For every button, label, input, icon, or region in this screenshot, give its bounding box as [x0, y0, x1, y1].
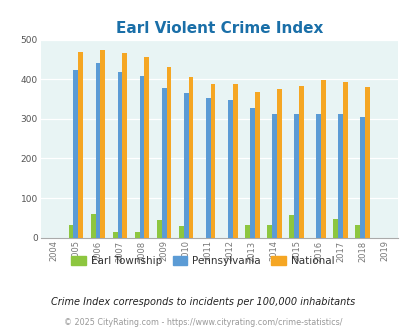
Bar [320, 81, 325, 238]
Bar [288, 215, 293, 238]
Bar [78, 52, 83, 238]
Bar [139, 76, 144, 238]
Text: Crime Index corresponds to incidents per 100,000 inhabitants: Crime Index corresponds to incidents per… [51, 297, 354, 307]
Bar [161, 87, 166, 238]
Bar [113, 232, 117, 238]
Bar [337, 115, 342, 238]
Bar [188, 77, 193, 238]
Bar [249, 108, 254, 238]
Bar [134, 232, 139, 238]
Bar [245, 224, 249, 238]
Bar [359, 117, 364, 238]
Bar [342, 82, 347, 238]
Bar [354, 225, 359, 238]
Bar [315, 114, 320, 238]
Bar [122, 53, 127, 238]
Bar [100, 50, 105, 238]
Text: © 2025 CityRating.com - https://www.cityrating.com/crime-statistics/: © 2025 CityRating.com - https://www.city… [64, 318, 341, 327]
Bar [276, 89, 281, 238]
Bar [210, 84, 215, 238]
Bar [183, 93, 188, 238]
Bar [68, 225, 73, 238]
Bar [333, 219, 337, 238]
Bar [205, 98, 210, 238]
Bar [266, 225, 271, 238]
Bar [156, 220, 161, 238]
Legend: Earl Township, Pennsylvania, National: Earl Township, Pennsylvania, National [67, 252, 338, 270]
Bar [271, 114, 276, 238]
Bar [179, 226, 183, 238]
Bar [95, 63, 100, 238]
Bar [73, 71, 78, 238]
Title: Earl Violent Crime Index: Earl Violent Crime Index [115, 21, 322, 36]
Bar [254, 92, 259, 238]
Bar [166, 67, 171, 238]
Bar [232, 84, 237, 238]
Bar [298, 86, 303, 238]
Bar [117, 73, 122, 238]
Bar [293, 114, 298, 238]
Bar [364, 87, 369, 238]
Bar [144, 57, 149, 238]
Bar [90, 214, 95, 238]
Bar [227, 100, 232, 238]
